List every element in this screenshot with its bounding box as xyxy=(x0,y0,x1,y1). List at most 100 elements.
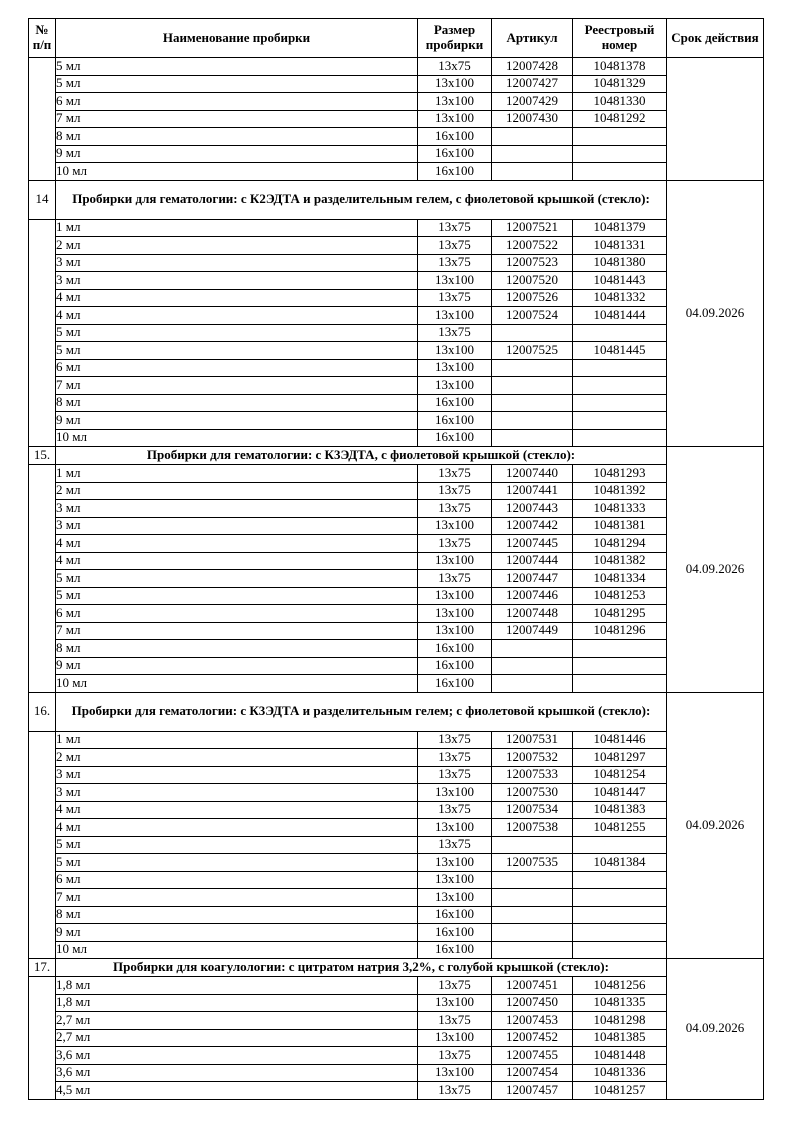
table-row: 4 мл 13x100 12007538 10481255 xyxy=(29,818,764,837)
section-validity: 04.09.2026 xyxy=(666,958,764,1100)
cell-tube-size: 13x75 xyxy=(417,976,492,995)
cell-registry: 10481445 xyxy=(572,341,667,360)
cell-article xyxy=(491,411,573,430)
cell-tube-name: 7 мл xyxy=(55,376,418,395)
cell-article: 12007440 xyxy=(491,464,573,483)
section-number-span xyxy=(28,218,56,447)
cell-article xyxy=(491,144,573,163)
cell-article: 12007520 xyxy=(491,271,573,290)
table-body: 5 мл 13x75 12007428 10481378 5 мл 13x100 12007… xyxy=(28,57,764,1100)
cell-article xyxy=(491,835,573,854)
section-title-row: 15. Пробирки для гематологии: с К3ЭДТА, с… xyxy=(28,446,764,693)
cell-tube-name: 10 мл xyxy=(55,940,418,959)
cell-registry: 10481255 xyxy=(572,818,667,837)
table-row: 5 мл 13x75 xyxy=(29,323,764,342)
section-number-span xyxy=(28,464,56,693)
cell-tube-name: 3 мл xyxy=(55,516,418,535)
cell-tube-size: 13x100 xyxy=(417,1063,492,1082)
cell-article xyxy=(491,127,573,146)
table-row: 3 мл 13x75 12007533 10481254 xyxy=(29,765,764,784)
column-header-validity: Срок действия xyxy=(666,18,764,58)
table-row: 5 мл 13x100 12007525 10481445 xyxy=(29,341,764,360)
table-row: 1,8 мл 13x75 12007451 10481256 xyxy=(28,976,764,1100)
cell-tube-size: 13x100 xyxy=(417,74,492,93)
cell-article: 12007455 xyxy=(491,1046,573,1065)
cell-registry: 10481256 xyxy=(572,976,667,995)
cell-tube-name: 5 мл xyxy=(55,853,418,872)
cell-registry xyxy=(572,411,667,430)
cell-tube-size: 13x100 xyxy=(417,92,492,111)
table-row: 4,5 мл 13x75 12007457 10481257 xyxy=(29,1081,764,1100)
cell-registry: 10481294 xyxy=(572,534,667,553)
table-row: 3 мл 13x75 12007443 10481333 xyxy=(29,499,764,518)
table-row: 2 мл 13x75 12007532 10481297 xyxy=(29,748,764,767)
cell-article: 12007443 xyxy=(491,499,573,518)
cell-registry: 10481379 xyxy=(572,218,667,237)
section-number-span xyxy=(28,57,56,181)
cell-tube-size: 13x100 xyxy=(417,1028,492,1047)
cell-tube-size: 16x100 xyxy=(417,393,492,412)
column-header-size: Размер пробирки xyxy=(417,18,492,58)
cell-registry: 10481448 xyxy=(572,1046,667,1065)
cell-registry xyxy=(572,656,667,675)
cell-registry: 10481378 xyxy=(572,57,667,76)
cell-tube-size: 13x100 xyxy=(417,341,492,360)
cell-tube-name: 3 мл xyxy=(55,253,418,272)
cell-registry xyxy=(572,905,667,924)
table-row: 6 мл 13x100 xyxy=(29,358,764,377)
cell-article: 12007445 xyxy=(491,534,573,553)
cell-registry xyxy=(572,428,667,447)
cell-tube-name: 9 мл xyxy=(55,411,418,430)
cell-tube-name: 1 мл xyxy=(55,464,418,483)
cell-tube-name: 1 мл xyxy=(55,730,418,749)
cell-article: 12007446 xyxy=(491,586,573,605)
table-row: 6 мл 13x100 12007429 10481330 xyxy=(29,92,764,111)
cell-tube-name: 2 мл xyxy=(55,236,418,255)
cell-tube-size: 16x100 xyxy=(417,162,492,181)
table-row: 8 мл 16x100 xyxy=(29,393,764,412)
cell-tube-size: 13x100 xyxy=(417,376,492,395)
cell-tube-size: 13x75 xyxy=(417,730,492,749)
cell-tube-size: 16x100 xyxy=(417,411,492,430)
table-row: 7 мл 13x100 12007430 10481292 xyxy=(29,109,764,128)
cell-article: 12007533 xyxy=(491,765,573,784)
table-row: 2,7 мл 13x100 12007452 10481385 xyxy=(29,1028,764,1047)
column-header-article: Артикул xyxy=(491,18,573,58)
cell-tube-name: 7 мл xyxy=(55,109,418,128)
cell-registry xyxy=(572,127,667,146)
table-row: 5 мл 13x100 12007446 10481253 xyxy=(29,586,764,605)
cell-tube-size: 13x75 xyxy=(417,218,492,237)
cell-registry: 10481381 xyxy=(572,516,667,535)
cell-tube-size: 13x75 xyxy=(417,253,492,272)
cell-article xyxy=(491,162,573,181)
section-title-row: 14 Пробирки для гематологии: с К2ЭДТА и р… xyxy=(28,179,764,447)
cell-tube-size: 13x75 xyxy=(417,765,492,784)
cell-article: 12007538 xyxy=(491,818,573,837)
table-row: 3 мл 13x100 12007520 10481443 xyxy=(29,271,764,290)
cell-tube-name: 2,7 мл xyxy=(55,1011,418,1030)
cell-tube-name: 6 мл xyxy=(55,358,418,377)
cell-article xyxy=(491,428,573,447)
table-row: 9 мл 16x100 xyxy=(29,144,764,163)
cell-registry: 10481444 xyxy=(572,306,667,325)
cell-registry: 10481335 xyxy=(572,993,667,1012)
table-row: 5 мл 13x75 xyxy=(29,835,764,854)
table-row: 5 мл 13x100 12007535 10481384 xyxy=(29,853,764,872)
section-number: 16. xyxy=(28,691,56,732)
cell-registry: 10481331 xyxy=(572,236,667,255)
section-title: Пробирки для гематологии: с К3ЭДТА, с фи… xyxy=(55,446,667,465)
section-number-span xyxy=(28,730,56,959)
cell-article: 12007526 xyxy=(491,288,573,307)
table-row: 1 мл 13x75 12007531 10481446 xyxy=(28,730,764,959)
cell-article: 12007430 xyxy=(491,109,573,128)
cell-tube-size: 13x100 xyxy=(417,551,492,570)
cell-tube-size: 13x75 xyxy=(417,1081,492,1100)
section-validity: 04.09.2026 xyxy=(666,179,764,447)
cell-tube-size: 13x100 xyxy=(417,993,492,1012)
cell-tube-name: 2,7 мл xyxy=(55,1028,418,1047)
cell-registry: 10481385 xyxy=(572,1028,667,1047)
cell-article: 12007448 xyxy=(491,604,573,623)
cell-tube-size: 16x100 xyxy=(417,940,492,959)
cell-tube-size: 13x75 xyxy=(417,800,492,819)
cell-tube-size: 13x100 xyxy=(417,271,492,290)
